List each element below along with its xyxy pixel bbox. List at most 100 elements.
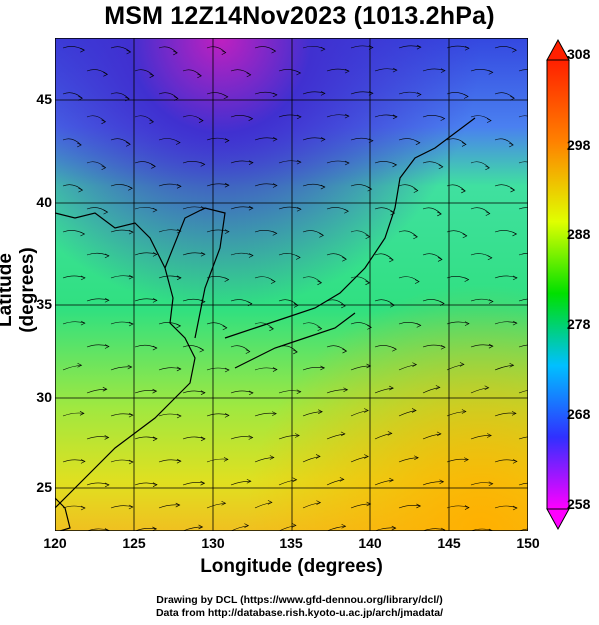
streamline: [326, 433, 345, 440]
streamline-arrow: [152, 388, 158, 394]
streamline-arrow: [464, 277, 470, 282]
streamline: [422, 387, 440, 394]
streamline: [446, 138, 467, 145]
streamline: [134, 482, 158, 486]
streamline: [254, 367, 278, 371]
streamline: [134, 115, 154, 123]
streamline: [182, 482, 205, 486]
streamline-arrow: [461, 188, 466, 194]
streamline-arrow: [292, 477, 298, 483]
streamline: [518, 389, 528, 394]
streamline: [350, 365, 371, 371]
x-tick-label: 120: [43, 535, 67, 551]
streamline-arrow: [200, 299, 206, 305]
streamline: [158, 275, 182, 279]
streamline-arrow: [463, 94, 469, 99]
streamline: [62, 184, 83, 191]
grid-lines: [55, 38, 528, 531]
streamline: [278, 479, 297, 486]
streamline-arrow: [152, 252, 158, 257]
streamline-arrow: [152, 436, 158, 442]
streamline: [518, 344, 528, 348]
streamline-arrow: [200, 162, 206, 167]
streamline: [326, 389, 348, 394]
streamline: [230, 69, 251, 76]
streamline-arrow: [128, 412, 134, 418]
streamline-arrow: [365, 280, 371, 286]
streamline: [422, 433, 441, 440]
streamline-arrow: [267, 500, 273, 505]
streamline-arrow: [104, 253, 110, 259]
streamline-arrow: [176, 458, 182, 464]
streamline-arrow: [269, 326, 274, 332]
streamline-arrow: [512, 275, 518, 281]
streamline-arrow: [440, 527, 446, 531]
streamline-arrow: [173, 50, 178, 56]
streamline-arrow: [512, 320, 518, 326]
colorbar-label: 278: [567, 316, 591, 332]
streamline-arrow: [435, 385, 441, 390]
colorbar-label: 288: [567, 226, 591, 242]
streamline: [302, 137, 326, 141]
streamline-arrow: [392, 346, 397, 352]
streamline-arrow: [78, 95, 83, 101]
streamline: [110, 505, 133, 509]
streamline-arrow: [389, 385, 394, 391]
streamline-arrow: [344, 160, 350, 166]
x-tick-label: 135: [279, 535, 303, 551]
streamline-arrow: [296, 206, 302, 212]
streamline-arrow: [509, 142, 514, 148]
streamline: [86, 298, 110, 302]
streamline-arrow: [101, 119, 107, 125]
streamline: [470, 435, 492, 440]
streamline-arrow: [104, 298, 110, 303]
streamline: [86, 161, 106, 168]
streamline: [62, 364, 82, 371]
streamline-arrow: [223, 94, 229, 100]
streamline-arrow: [221, 500, 227, 506]
streamline-arrow: [248, 253, 254, 258]
streamline: [374, 253, 394, 261]
streamline-arrow: [512, 47, 517, 53]
y-tick-label: 45: [36, 91, 52, 107]
streamline: [494, 92, 515, 99]
streamline: [470, 161, 490, 169]
streamline: [62, 321, 85, 325]
streamline-arrow: [176, 366, 182, 372]
streamline: [494, 184, 515, 191]
streamline-arrow: [416, 92, 422, 97]
streamline: [62, 92, 83, 99]
streamline: [230, 206, 253, 210]
y-tick-label: 35: [36, 296, 52, 312]
streamline-arrow: [199, 347, 205, 353]
streamline-arrow: [344, 113, 350, 119]
streamline: [326, 253, 347, 260]
streamline-arrow: [488, 481, 494, 487]
streamline-arrow: [342, 348, 348, 354]
streamline-arrow: [440, 345, 446, 350]
streamline-arrow: [224, 277, 230, 282]
streamline: [446, 184, 466, 192]
streamline: [134, 390, 157, 394]
streamline-arrow: [269, 455, 275, 460]
y-tick-label: 30: [36, 389, 52, 405]
streamline-arrow: [344, 208, 349, 214]
streamline: [158, 46, 178, 54]
streamline: [518, 115, 528, 118]
streamline-arrow: [272, 367, 278, 372]
streamline-arrow: [80, 231, 86, 237]
streamline-arrow: [510, 95, 515, 101]
streamline: [254, 183, 278, 187]
streamline-arrow: [152, 482, 158, 487]
streamline-arrow: [244, 523, 250, 528]
streamline-arrow: [104, 344, 110, 349]
streamline: [86, 388, 107, 394]
streamline-arrow: [318, 409, 323, 414]
streamline-arrow: [80, 505, 86, 511]
streamline-arrow: [173, 96, 179, 101]
streamline-arrow: [200, 251, 206, 257]
streamline-arrow: [459, 362, 465, 367]
streamline-arrow: [224, 182, 230, 188]
streamline: [134, 298, 158, 302]
streamline: [374, 299, 395, 306]
